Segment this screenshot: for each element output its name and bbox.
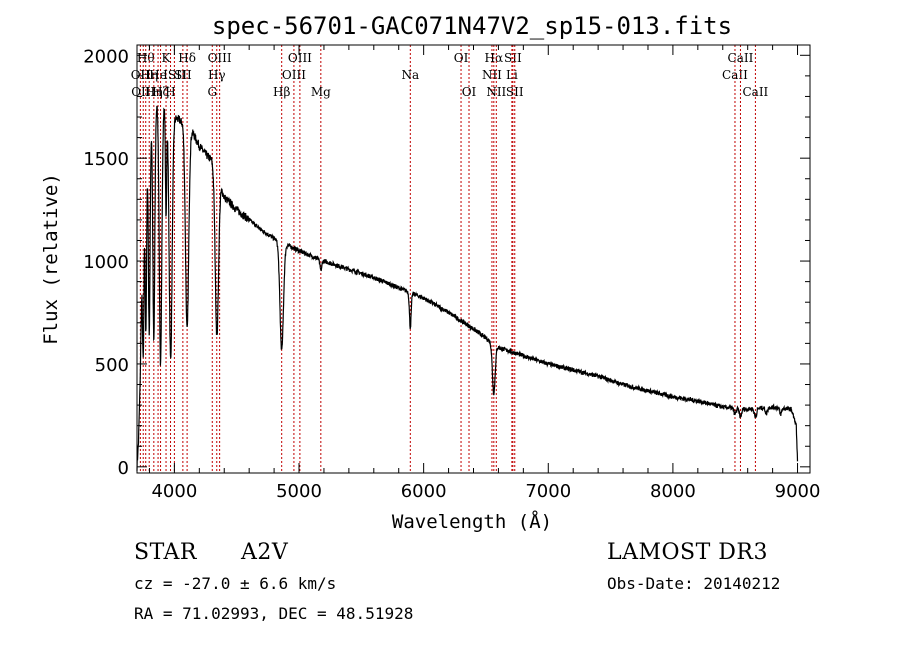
line-marker-label: Hη (145, 85, 163, 99)
y-tick-label: 1000 (83, 252, 129, 273)
line-marker-label: He (149, 68, 167, 82)
y-tick-label: 500 (95, 355, 129, 376)
x-tick-label: 7000 (525, 481, 571, 502)
line-marker-label: Li (506, 68, 518, 82)
line-marker-label: Hα (485, 51, 504, 65)
line-marker-label: ISII (163, 68, 186, 82)
y-tick-label: 1500 (83, 149, 129, 170)
x-tick-label: 9000 (775, 481, 821, 502)
line-marker-label: OIII (288, 51, 312, 65)
line-marker-label: OI (462, 85, 477, 99)
line-marker-label: G (207, 85, 217, 99)
line-marker-label: OIII (208, 51, 232, 65)
line-marker-label: Hγ (208, 68, 226, 82)
line-markers: OIIOIIIHθHηHηHeHζKHISIISIIHδGHγOIIIHβOII… (131, 45, 769, 473)
line-marker-label: Hδ (178, 51, 196, 65)
line-marker-label: SII (506, 85, 524, 99)
survey-name: LAMOST DR3 (607, 540, 768, 565)
line-marker-label: OIII (282, 68, 306, 82)
chart-title: spec-56701-GAC071N47V2_sp15-013.fits (212, 12, 732, 40)
line-marker-label: H (165, 85, 175, 99)
x-axis-label: Wavelength (Å) (392, 510, 552, 533)
line-marker-label: CaII (728, 51, 754, 65)
plot-frame (136, 44, 811, 474)
line-marker-label: CaII (722, 68, 748, 82)
x-tick-label: 5000 (276, 481, 322, 502)
line-marker-label: Mg (311, 85, 331, 99)
line-marker-label: NII (482, 68, 502, 82)
line-marker-label: Na (401, 68, 419, 82)
line-marker-label: OI (454, 51, 469, 65)
y-tick-label: 2000 (83, 46, 129, 67)
redshift-cz: cz = -27.0 ± 6.6 km/s (134, 574, 337, 593)
x-tick-label: 4000 (151, 481, 197, 502)
line-marker-label: NII (486, 85, 506, 99)
x-tick-label: 6000 (401, 481, 447, 502)
line-marker-label: K (162, 51, 172, 65)
observation-date: Obs-Date: 20140212 (607, 574, 781, 593)
object-subclass: A2V (241, 540, 289, 565)
line-marker-label: Hζ (152, 85, 169, 99)
y-tick-label: 0 (118, 458, 129, 479)
axis-ticks: 4000 5000 6000 7000 8000 9000 0 500 1000 1500 2000 (83, 45, 820, 502)
x-tick-label: 8000 (650, 481, 696, 502)
line-marker-label: SII (174, 68, 192, 82)
coordinates: RA = 71.02993, DEC = 48.51928 (134, 604, 414, 623)
spectrum-line (136, 105, 799, 471)
line-marker-label: CaII (742, 85, 768, 99)
line-marker-label: Hθ (137, 51, 155, 65)
y-axis-label: Flux (relative) (40, 173, 62, 345)
line-marker-label: SII (504, 51, 522, 65)
object-class: STAR (134, 540, 197, 565)
line-marker-label: Hβ (273, 85, 290, 99)
